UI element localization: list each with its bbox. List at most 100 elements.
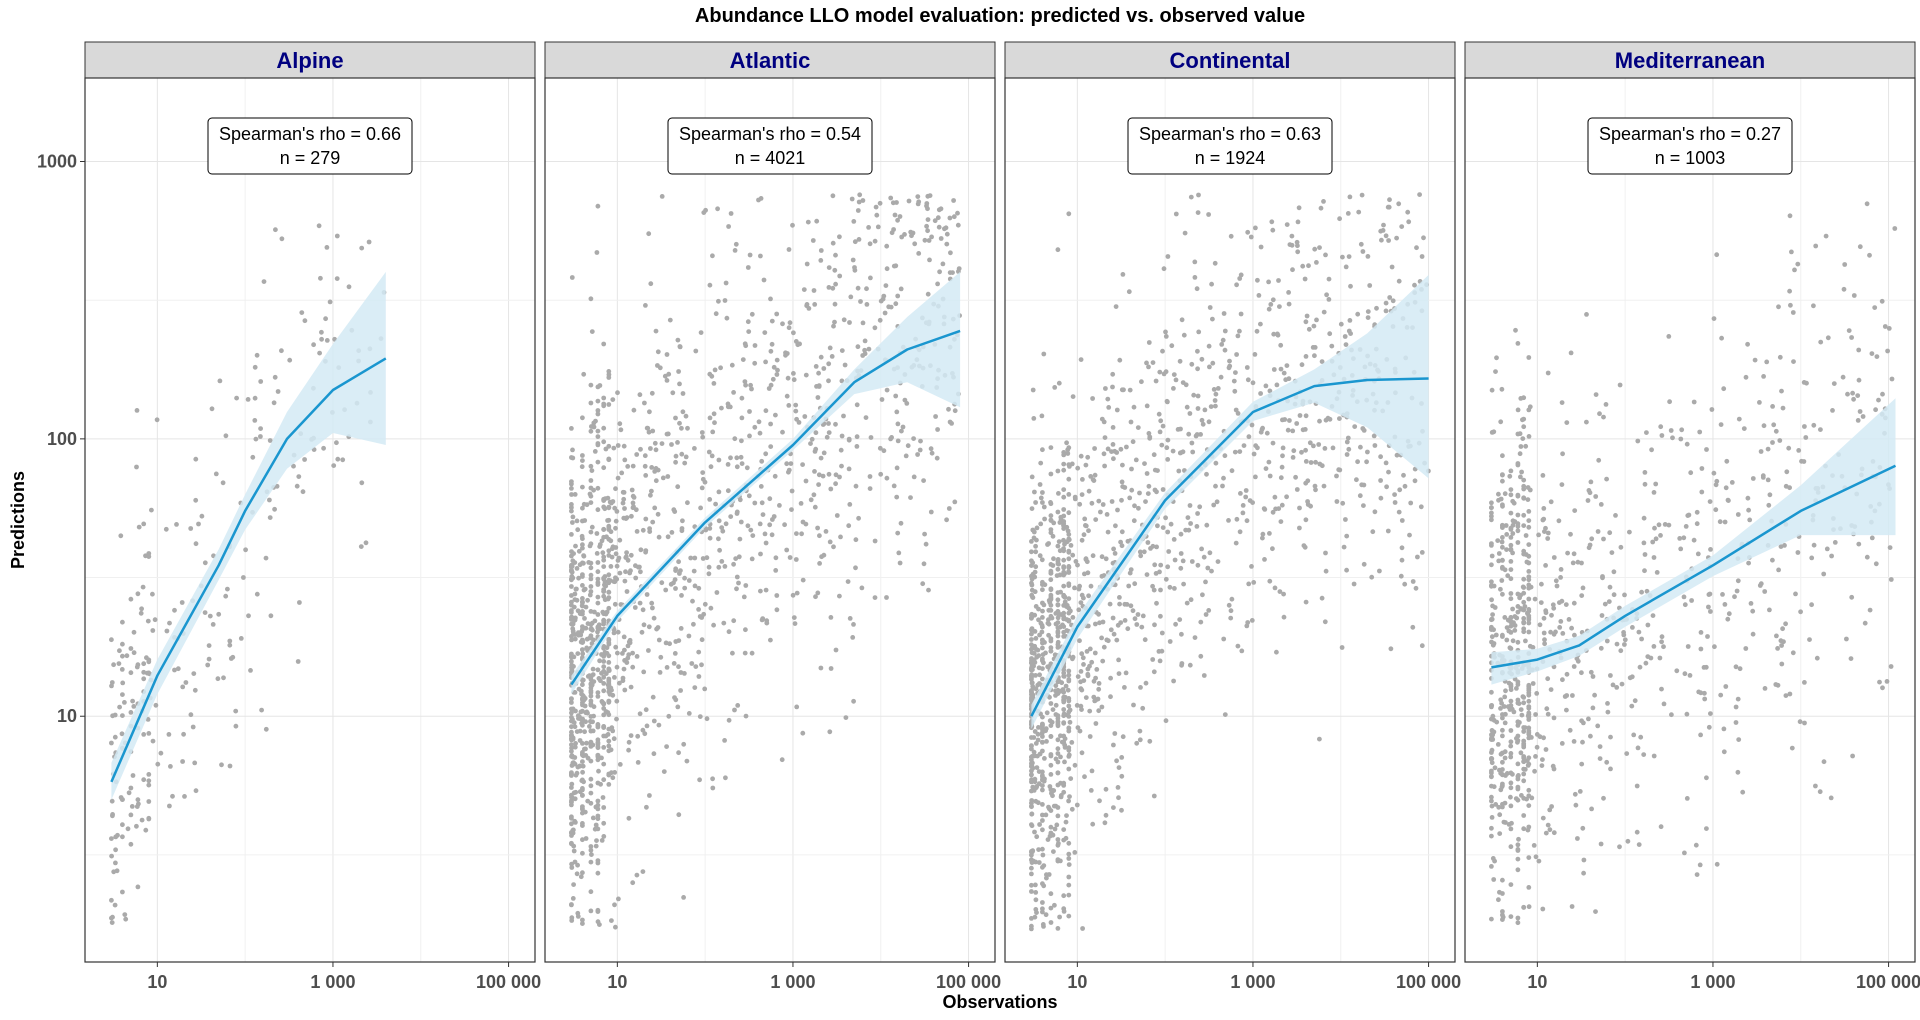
data-point xyxy=(1276,278,1281,283)
data-point xyxy=(1520,436,1526,441)
data-point xyxy=(1250,500,1255,505)
data-point xyxy=(1770,440,1775,445)
data-point xyxy=(1284,494,1289,500)
data-point xyxy=(1294,421,1300,426)
data-point xyxy=(580,759,585,764)
data-point xyxy=(582,729,587,735)
data-point xyxy=(610,499,616,504)
data-point xyxy=(1048,592,1054,598)
data-point xyxy=(621,666,627,672)
data-point xyxy=(1653,536,1659,542)
data-point xyxy=(595,398,601,404)
data-point xyxy=(622,457,628,463)
data-point xyxy=(595,798,601,804)
data-point xyxy=(1201,554,1207,560)
data-point xyxy=(1312,246,1318,252)
data-point xyxy=(1029,916,1034,921)
data-point xyxy=(1326,297,1332,302)
data-point xyxy=(1757,400,1762,405)
data-point xyxy=(1639,636,1644,642)
data-point xyxy=(170,793,175,799)
data-point xyxy=(731,618,737,624)
data-point xyxy=(621,443,627,449)
data-point xyxy=(1559,482,1565,487)
data-point xyxy=(672,651,678,656)
data-point xyxy=(713,311,719,317)
data-point xyxy=(1085,671,1091,677)
data-point xyxy=(601,439,607,445)
data-point xyxy=(595,411,601,417)
data-point xyxy=(1503,820,1508,825)
data-point xyxy=(664,665,670,670)
data-point xyxy=(1575,559,1581,565)
data-point xyxy=(1775,646,1780,651)
data-point xyxy=(1801,380,1807,385)
data-point xyxy=(746,329,752,334)
data-point xyxy=(774,607,780,613)
data-point xyxy=(1575,836,1580,841)
data-point xyxy=(1111,805,1116,810)
data-point xyxy=(1072,585,1077,591)
data-point xyxy=(1100,658,1106,664)
data-point xyxy=(1490,612,1495,617)
data-point xyxy=(1527,487,1533,493)
data-point xyxy=(1541,735,1546,741)
data-point xyxy=(1698,646,1704,652)
data-point xyxy=(679,526,685,531)
data-point xyxy=(1611,592,1617,598)
data-point xyxy=(597,922,602,927)
data-point xyxy=(1062,759,1067,765)
data-point xyxy=(929,234,934,240)
data-point xyxy=(1137,737,1143,743)
data-point xyxy=(1215,386,1221,391)
data-point xyxy=(675,440,680,445)
data-point xyxy=(335,456,341,462)
data-point xyxy=(1243,494,1249,500)
data-point xyxy=(676,638,682,643)
data-point xyxy=(572,744,578,750)
data-point xyxy=(1117,601,1122,607)
data-point xyxy=(1643,660,1649,666)
data-point xyxy=(595,740,601,745)
data-point xyxy=(789,488,795,494)
data-point xyxy=(569,508,574,514)
data-point xyxy=(1515,493,1521,499)
data-point xyxy=(1142,637,1148,643)
data-point xyxy=(1513,796,1519,801)
data-point xyxy=(1802,680,1807,685)
data-point xyxy=(1133,457,1139,463)
data-point xyxy=(1255,277,1260,283)
data-point xyxy=(143,827,149,833)
data-point xyxy=(340,457,346,463)
data-point xyxy=(1310,345,1316,350)
data-point xyxy=(1600,574,1605,579)
data-point xyxy=(569,902,574,907)
data-point xyxy=(1244,365,1250,370)
data-point xyxy=(570,830,576,836)
data-point xyxy=(1263,383,1269,389)
data-point xyxy=(1767,492,1773,498)
data-point xyxy=(1081,532,1087,538)
data-point xyxy=(1515,341,1521,346)
data-point xyxy=(729,362,735,368)
data-point xyxy=(1206,212,1211,217)
data-point xyxy=(899,234,905,240)
data-point xyxy=(637,392,643,398)
data-point xyxy=(1714,861,1720,867)
data-point xyxy=(1526,607,1532,612)
data-point xyxy=(1147,738,1153,744)
data-point xyxy=(1270,297,1276,303)
data-point xyxy=(608,564,614,569)
data-point xyxy=(109,853,114,859)
data-point xyxy=(749,311,755,317)
data-point xyxy=(1371,433,1377,439)
data-point xyxy=(826,471,832,477)
data-point xyxy=(1719,335,1724,341)
data-point xyxy=(1508,743,1514,749)
data-point xyxy=(642,463,648,469)
data-point xyxy=(763,408,769,414)
data-point xyxy=(1867,607,1873,613)
data-point xyxy=(716,518,722,524)
data-point xyxy=(877,200,883,206)
data-point xyxy=(1721,726,1727,732)
